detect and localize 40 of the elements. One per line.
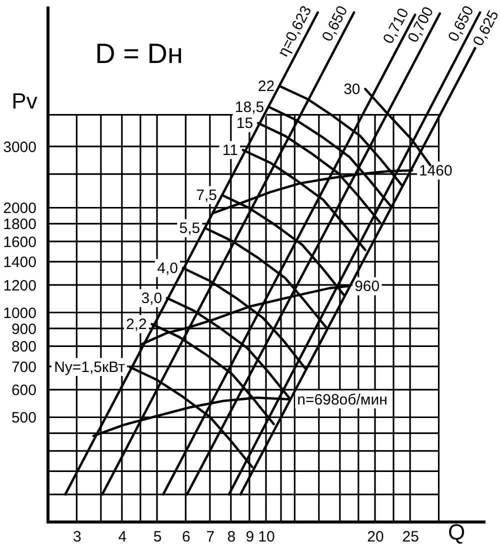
series-label: 11 — [222, 142, 238, 160]
x-tick-label: 20 — [367, 528, 384, 544]
x-tick-label: 10 — [258, 528, 275, 544]
y-tick-label: 600 — [11, 382, 36, 400]
y-tick-label: 700 — [11, 358, 36, 376]
y-tick-label: 1200 — [3, 277, 36, 294]
series-label: n=698об/мин — [297, 391, 388, 408]
text: 0,650 — [318, 3, 352, 44]
text: D = Dн — [95, 38, 183, 69]
series-label: 5,5 — [179, 220, 200, 238]
series-label: 7,5 — [196, 187, 218, 204]
x-tick-label: 25 — [402, 528, 419, 544]
y-tick-label: 1600 — [3, 234, 36, 251]
x-tick-label: 7 — [206, 528, 215, 544]
y-tick-label: 900 — [11, 320, 36, 338]
series-label: 3,0 — [141, 290, 162, 308]
series-label: 2,2 — [126, 316, 147, 334]
y-tick-label: 1000 — [3, 305, 36, 322]
y-tick-label: 500 — [11, 410, 36, 427]
x-tick-label: 4 — [118, 528, 127, 544]
y-tick-label: 1400 — [3, 254, 36, 272]
x-tick-label: 5 — [153, 528, 162, 544]
series-label: 18,5 — [234, 99, 264, 116]
y-tick-label: 2000 — [3, 200, 36, 218]
y-tick-label: 3000 — [3, 138, 36, 156]
series-label: Nу=1,5кВт — [54, 359, 126, 376]
series-label: 22 — [258, 78, 275, 96]
series-label: 30 — [344, 81, 360, 98]
x-tick-label: 8 — [227, 528, 236, 544]
x-tick-label: 6 — [182, 528, 190, 544]
series-label: 960 — [354, 278, 380, 296]
series-label: 15 — [236, 115, 254, 132]
x-tick-label: 3 — [73, 528, 82, 544]
x-tick-label: 9 — [246, 528, 254, 544]
y-tick-label: 800 — [11, 338, 36, 356]
y-tick-label: 1800 — [3, 216, 36, 234]
x-axis-title: Q — [448, 520, 466, 544]
series-label: 4,0 — [157, 260, 178, 278]
series-label: 1460 — [418, 162, 452, 180]
y-axis-title: Pv — [12, 88, 38, 114]
